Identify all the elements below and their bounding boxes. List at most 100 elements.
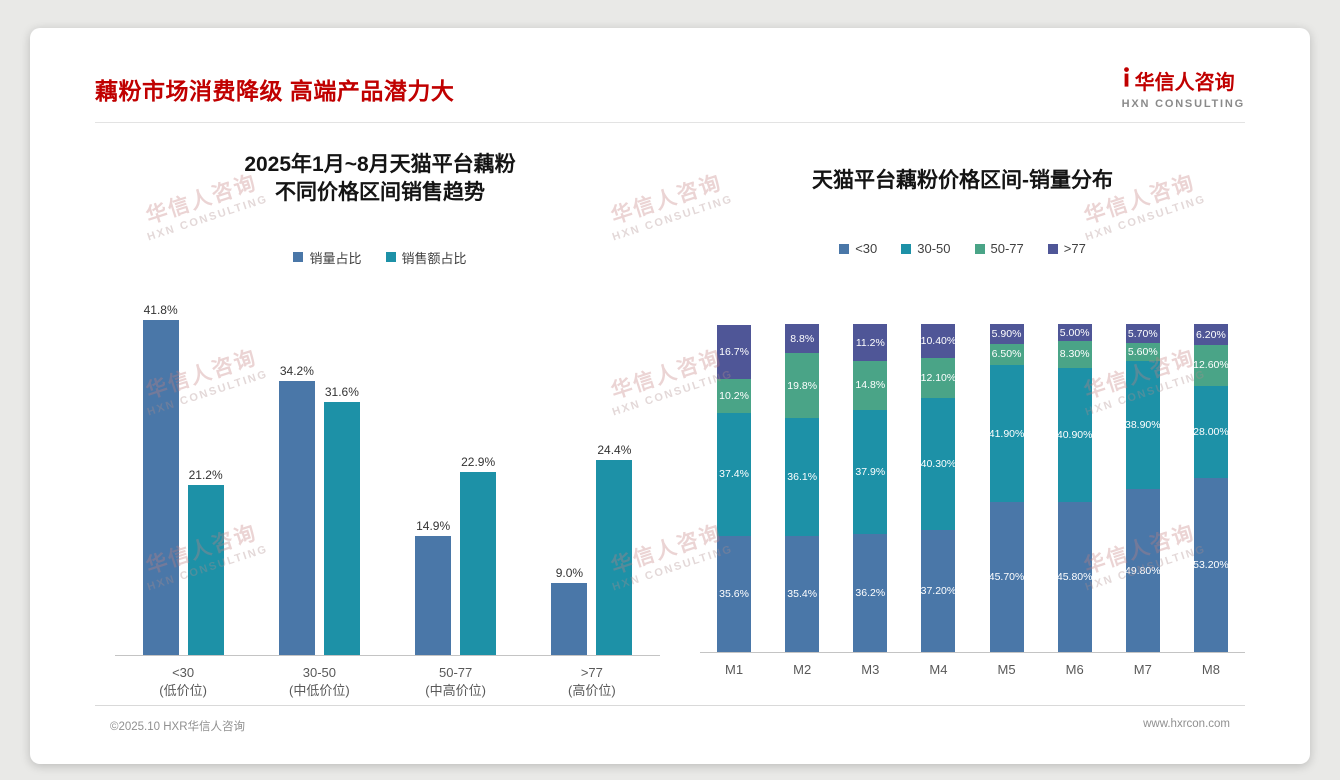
- stacked-bar: 37.20% 40.30% 12.10% 10.40%: [920, 324, 957, 653]
- logo-name: 华信人咨询: [1134, 72, 1235, 94]
- legend-item: >77: [1047, 241, 1086, 257]
- bar-segment: 53.20%: [1193, 477, 1229, 653]
- slide-card: 藕粉市场消费降级 高端产品潜力大 华信人咨询 HXN CONSULTING 20…: [30, 28, 1310, 764]
- right-plot: 35.6% 37.4% 10.2% 16.7% 35.4% 36.1% 19.8% 8.8% 3…: [700, 324, 1245, 654]
- segment-value-label: 5.00%: [1059, 326, 1090, 339]
- category-label: M8: [1201, 662, 1220, 678]
- bar-value-label: 9.0%: [555, 565, 584, 580]
- legend-swatch-icon: [839, 243, 850, 254]
- stacked-bar-column: 45.80% 40.90% 8.30% 5.00%: [1041, 324, 1109, 653]
- segment-value-label: 37.20%: [920, 585, 957, 598]
- segment-value-label: 37.4%: [719, 468, 749, 481]
- segment-value-label: 5.70%: [1127, 327, 1158, 340]
- stacked-bar: 36.2% 37.9% 14.8% 11.2%: [853, 324, 888, 653]
- bar: 24.4%: [596, 443, 633, 655]
- category-label: M3: [861, 662, 880, 678]
- left-chart-section: 2025年1月~8月天猫平台藕粉 不同价格区间销售趋势 销量占比 销售额占比 41…: [95, 123, 665, 700]
- bar-segment: 37.9%: [853, 409, 888, 534]
- stacked-bar: 45.70% 41.90% 6.50% 5.90%: [988, 324, 1025, 653]
- category-tier: (低价位): [159, 682, 207, 698]
- bar-segment: 10.40%: [920, 324, 957, 359]
- category-label: 50-77 (中高价位): [388, 664, 524, 700]
- stacked-bar: 45.80% 40.90% 8.30% 5.00%: [1056, 324, 1093, 653]
- bar-segment: 37.20%: [920, 530, 957, 653]
- segment-value-label: 14.8%: [855, 379, 886, 392]
- left-chart-title-line1: 2025年1月~8月天猫平台藕粉: [244, 153, 516, 176]
- segment-value-label: 53.20%: [1193, 559, 1229, 572]
- legend-label: >77: [1063, 241, 1086, 257]
- bar-segment: 41.90%: [989, 365, 1024, 503]
- bar: 14.9%: [415, 519, 452, 655]
- category-range: 50-77: [439, 664, 473, 680]
- stacked-bar-column: 35.4% 36.1% 19.8% 8.8%: [768, 324, 836, 653]
- segment-value-label: 19.8%: [787, 379, 818, 392]
- category-range: <30: [172, 664, 195, 680]
- bar-segment: 5.70%: [1125, 324, 1160, 344]
- segment-value-label: 8.8%: [790, 332, 815, 345]
- segment-value-label: 12.60%: [1193, 359, 1229, 372]
- segment-value-label: 28.00%: [1193, 425, 1229, 438]
- segment-value-label: 40.90%: [1056, 429, 1093, 442]
- segment-value-label: 8.30%: [1059, 348, 1090, 361]
- stacked-bar-column: 49.80% 38.90% 5.60% 5.70%: [1109, 324, 1177, 653]
- bar-segment: 8.8%: [785, 324, 820, 354]
- stacked-bar: 49.80% 38.90% 5.60% 5.70%: [1125, 324, 1161, 653]
- legend-label: 销量占比: [309, 250, 362, 266]
- right-chart-section: 天猫平台藕粉价格区间-销量分布 <30 30-50 50-77 >77 35.6% 37…: [680, 123, 1245, 700]
- segment-value-label: 45.80%: [1056, 571, 1093, 584]
- legend-1: <30 30-50 50-77 >77: [680, 241, 1245, 256]
- legend-swatch-icon: [1047, 243, 1058, 254]
- bar-group: 9.0% 24.4%: [524, 295, 660, 655]
- category-label: M1: [725, 662, 744, 678]
- category-label: M4: [929, 662, 948, 678]
- legend-item: 销售额占比: [385, 248, 467, 267]
- logo-subtitle: HXN CONSULTING: [1121, 98, 1245, 110]
- legend-label: <30: [855, 241, 878, 257]
- stacked-bar: 35.6% 37.4% 10.2% 16.7%: [717, 324, 752, 653]
- segment-value-label: 45.70%: [988, 571, 1025, 584]
- bar-segment: 19.8%: [785, 353, 820, 419]
- footer-copyright: ©2025.10 HXR华信人咨询: [110, 721, 246, 733]
- segment-value-label: 11.2%: [855, 336, 885, 349]
- category-label: <30 (低价位): [115, 664, 251, 700]
- category-label: M6: [1065, 662, 1084, 678]
- category-label: >77 (高价位): [524, 664, 660, 700]
- category-range: >77: [580, 664, 603, 680]
- charts-row: 2025年1月~8月天猫平台藕粉 不同价格区间销售趋势 销量占比 销售额占比 41…: [30, 123, 1310, 700]
- bar-segment: 5.00%: [1057, 324, 1092, 341]
- bar-segment: 38.90%: [1125, 361, 1161, 489]
- category-tier: (中低价位): [289, 682, 350, 698]
- segment-value-label: 6.50%: [991, 348, 1022, 361]
- bar-value-label: 21.2%: [188, 468, 223, 483]
- legend-swatch-icon: [901, 243, 912, 254]
- bar-segment: 49.80%: [1125, 489, 1161, 653]
- right-chart-title: 天猫平台藕粉价格区间-销量分布: [812, 169, 1113, 192]
- bar-segment: 40.30%: [920, 398, 957, 531]
- left-categories: <30 (低价位) 30-50 (中低价位) 50-77 (中高价位) >77 (高价位): [115, 664, 660, 700]
- bar-group: 14.9% 22.9%: [388, 295, 524, 655]
- bar-segment: 5.60%: [1125, 343, 1160, 362]
- segment-value-label: 10.40%: [920, 335, 957, 348]
- bar-value-label: 24.4%: [597, 442, 632, 457]
- legend-label: 50-77: [990, 241, 1024, 257]
- legend-swatch-icon: [974, 243, 985, 254]
- stacked-bar-column: 35.6% 37.4% 10.2% 16.7%: [700, 324, 768, 653]
- bar-segment: 36.2%: [853, 533, 888, 653]
- stacked-bar-column: 53.20% 28.00% 12.60% 6.20%: [1177, 324, 1245, 653]
- bar-group: 41.8% 21.2%: [115, 295, 251, 655]
- segment-value-label: 40.30%: [920, 458, 957, 471]
- segment-value-label: 6.20%: [1196, 328, 1226, 341]
- bar-segment: 14.8%: [853, 361, 888, 410]
- bar-segment: 6.20%: [1193, 324, 1228, 345]
- category-range: 30-50: [302, 664, 336, 680]
- bar-value-label: 22.9%: [461, 454, 496, 469]
- bar: 21.2%: [187, 468, 224, 655]
- segment-value-label: 35.6%: [719, 587, 749, 600]
- bar-segment: 16.7%: [717, 324, 752, 380]
- category-label: M7: [1133, 662, 1152, 678]
- bar-segment: 35.4%: [785, 536, 820, 653]
- bar: 31.6%: [323, 385, 360, 655]
- bar-segment: 36.1%: [785, 418, 820, 537]
- segment-value-label: 35.4%: [787, 588, 818, 601]
